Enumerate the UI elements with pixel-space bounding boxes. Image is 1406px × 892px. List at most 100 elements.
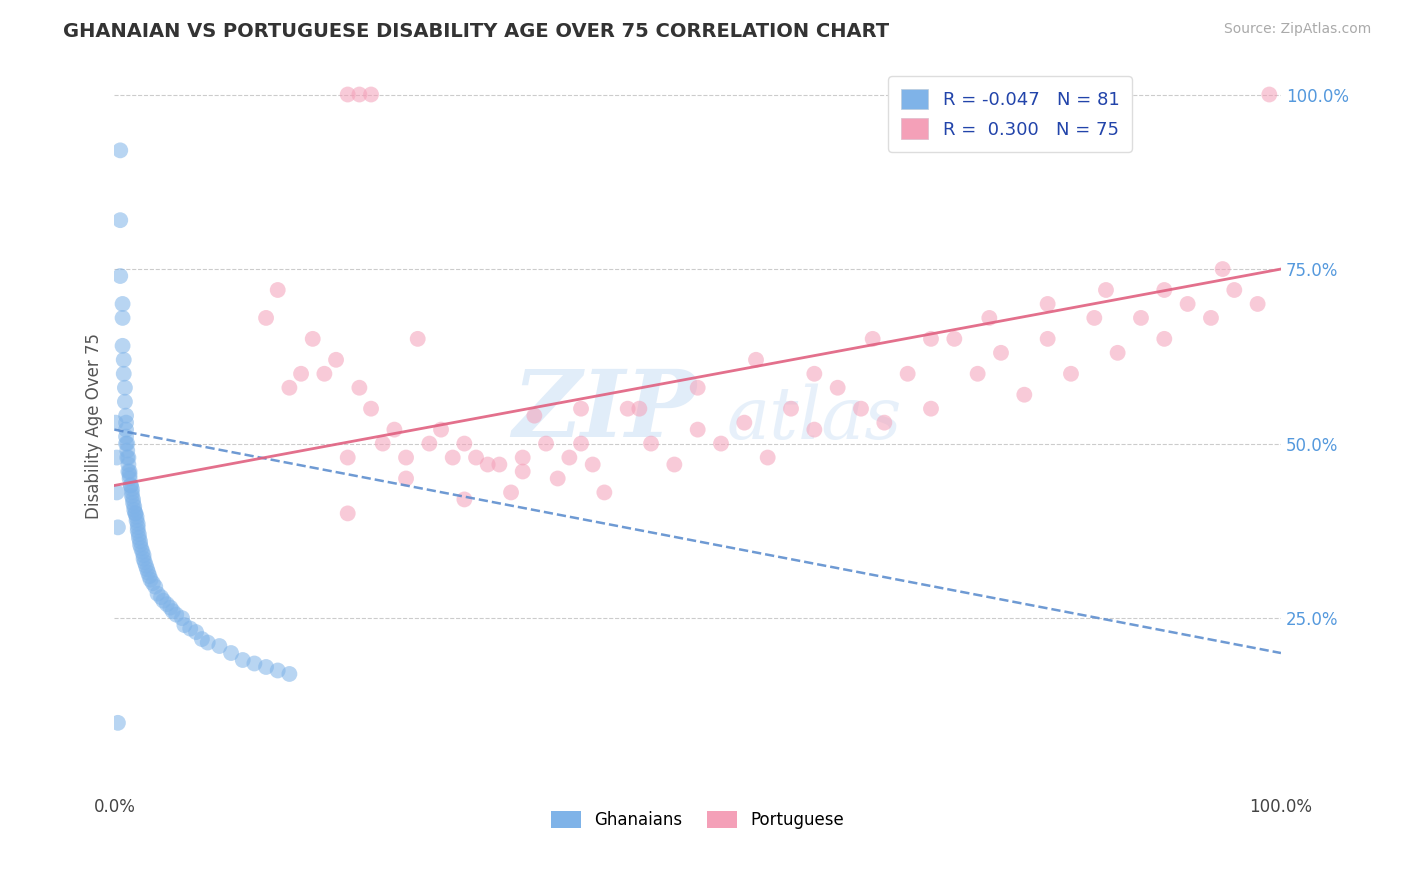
Point bbox=[360, 401, 382, 416]
Point bbox=[990, 346, 1012, 360]
Point bbox=[127, 524, 149, 538]
Point bbox=[1107, 346, 1129, 360]
Point bbox=[124, 507, 146, 521]
Point bbox=[122, 496, 145, 510]
Point bbox=[371, 436, 394, 450]
Point bbox=[152, 593, 174, 607]
Point bbox=[129, 534, 152, 549]
Text: ZIP: ZIP bbox=[512, 367, 696, 457]
Point bbox=[1095, 283, 1118, 297]
Point bbox=[162, 604, 184, 618]
Point bbox=[1060, 367, 1083, 381]
Point bbox=[336, 87, 359, 102]
Point bbox=[849, 401, 872, 416]
Point bbox=[138, 569, 160, 583]
Point bbox=[104, 416, 127, 430]
Point bbox=[121, 489, 143, 503]
Point bbox=[406, 332, 429, 346]
Point bbox=[219, 646, 242, 660]
Point bbox=[897, 367, 920, 381]
Point bbox=[1014, 388, 1036, 402]
Point bbox=[136, 566, 159, 580]
Point bbox=[664, 458, 686, 472]
Point bbox=[1130, 310, 1153, 325]
Point bbox=[110, 144, 132, 158]
Point bbox=[111, 310, 134, 325]
Text: Source: ZipAtlas.com: Source: ZipAtlas.com bbox=[1223, 22, 1371, 37]
Point bbox=[121, 485, 143, 500]
Point bbox=[1246, 297, 1268, 311]
Point bbox=[430, 423, 453, 437]
Point bbox=[132, 551, 155, 566]
Point bbox=[686, 423, 709, 437]
Y-axis label: Disability Age Over 75: Disability Age Over 75 bbox=[86, 333, 103, 519]
Point bbox=[360, 87, 382, 102]
Point bbox=[117, 436, 139, 450]
Point bbox=[118, 468, 141, 483]
Point bbox=[105, 485, 128, 500]
Point bbox=[184, 625, 207, 640]
Point bbox=[127, 516, 149, 531]
Text: GHANAIAN VS PORTUGUESE DISABILITY AGE OVER 75 CORRELATION CHART: GHANAIAN VS PORTUGUESE DISABILITY AGE OV… bbox=[63, 22, 890, 41]
Point bbox=[547, 471, 569, 485]
Point bbox=[117, 458, 139, 472]
Point bbox=[111, 339, 134, 353]
Point bbox=[465, 450, 488, 465]
Point bbox=[232, 653, 254, 667]
Point bbox=[159, 600, 181, 615]
Point bbox=[803, 423, 825, 437]
Point bbox=[110, 213, 132, 227]
Point bbox=[114, 381, 136, 395]
Point bbox=[616, 401, 638, 416]
Point bbox=[686, 381, 709, 395]
Point bbox=[1153, 283, 1175, 297]
Point bbox=[441, 450, 464, 465]
Point bbox=[745, 352, 768, 367]
Point bbox=[301, 332, 323, 346]
Point bbox=[156, 597, 179, 611]
Point bbox=[122, 492, 145, 507]
Point bbox=[125, 513, 148, 527]
Point bbox=[569, 436, 592, 450]
Point bbox=[118, 465, 141, 479]
Point bbox=[1083, 310, 1105, 325]
Point bbox=[349, 381, 371, 395]
Point bbox=[290, 367, 312, 381]
Point bbox=[128, 527, 150, 541]
Point bbox=[349, 87, 371, 102]
Point bbox=[122, 503, 145, 517]
Point bbox=[173, 618, 195, 632]
Point bbox=[1036, 332, 1059, 346]
Point bbox=[477, 458, 499, 472]
Point bbox=[115, 436, 138, 450]
Point bbox=[132, 549, 155, 563]
Point bbox=[143, 580, 166, 594]
Point bbox=[336, 507, 359, 521]
Point bbox=[124, 507, 146, 521]
Point bbox=[120, 478, 142, 492]
Legend: Ghanaians, Portuguese: Ghanaians, Portuguese bbox=[544, 804, 851, 836]
Point bbox=[117, 443, 139, 458]
Point bbox=[112, 367, 135, 381]
Point bbox=[710, 436, 733, 450]
Point bbox=[131, 545, 153, 559]
Point bbox=[267, 664, 290, 678]
Point bbox=[254, 660, 277, 674]
Point bbox=[118, 471, 141, 485]
Point bbox=[111, 297, 134, 311]
Point bbox=[569, 401, 592, 416]
Point bbox=[593, 485, 616, 500]
Point bbox=[278, 381, 301, 395]
Point bbox=[142, 576, 165, 591]
Text: atlas: atlas bbox=[727, 384, 903, 454]
Point bbox=[756, 450, 779, 465]
Point bbox=[267, 283, 290, 297]
Point bbox=[129, 538, 152, 552]
Point bbox=[197, 635, 219, 649]
Point bbox=[827, 381, 849, 395]
Point bbox=[146, 587, 169, 601]
Point bbox=[150, 590, 173, 604]
Point bbox=[129, 541, 152, 556]
Point bbox=[165, 607, 187, 622]
Point bbox=[534, 436, 557, 450]
